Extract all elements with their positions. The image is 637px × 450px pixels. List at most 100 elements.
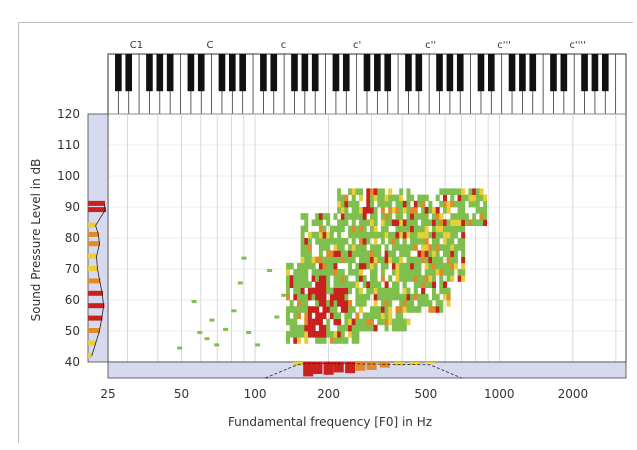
heatmap-cell	[483, 219, 488, 226]
black-key	[581, 54, 588, 92]
heatmap-cell	[432, 207, 436, 214]
heatmap-cell	[351, 244, 356, 251]
heatmap-cell	[417, 231, 422, 239]
heatmap-cell	[370, 269, 374, 276]
black-key	[456, 54, 464, 92]
heatmap-cell	[370, 250, 374, 257]
black-key	[156, 54, 164, 92]
heatmap-cell	[402, 306, 407, 313]
heatmap-cell	[311, 324, 316, 332]
heatmap-cell	[326, 262, 331, 270]
heatmap-cell	[421, 256, 426, 264]
heatmap-cell	[395, 225, 400, 233]
heatmap-cell	[307, 287, 312, 295]
black-key	[591, 54, 599, 92]
heatmap-cell	[337, 337, 342, 344]
heatmap-cell	[457, 188, 462, 195]
heatmap-cell	[355, 207, 360, 214]
heatmap-cell	[315, 293, 320, 301]
heatmap-cell	[406, 306, 411, 313]
heatmap-cell	[439, 213, 444, 220]
heatmap-cell	[355, 244, 360, 251]
heatmap-cell	[395, 275, 400, 282]
heatmap-cell	[457, 269, 462, 276]
heatmap-cell	[424, 300, 429, 307]
heatmap-cell	[359, 293, 363, 301]
heatmap-cell	[402, 318, 407, 326]
heatmap-cell	[286, 275, 290, 282]
heatmap-cell	[366, 200, 371, 208]
heatmap-cell	[479, 219, 484, 226]
heatmap-cell	[348, 306, 353, 313]
heatmap-cell	[333, 281, 338, 288]
heatmap-cell	[329, 225, 334, 233]
heatmap-cell	[355, 337, 360, 344]
heatmap-cell	[453, 250, 458, 257]
heatmap-cell	[344, 293, 349, 301]
spl-bar	[88, 328, 100, 333]
heatmap-cell	[359, 300, 363, 307]
heatmap-cell	[322, 293, 327, 301]
heatmap-cell	[421, 225, 426, 233]
heatmap-cell	[380, 293, 385, 301]
heatmap-cell	[318, 324, 323, 332]
heatmap-cell	[340, 287, 345, 295]
heatmap-cell	[300, 281, 305, 288]
heatmap-cell	[304, 324, 309, 332]
heatmap-cell	[461, 262, 466, 270]
spl-bar	[88, 200, 105, 206]
heatmap-cell	[380, 256, 385, 264]
heatmap-cell	[307, 238, 312, 245]
heatmap-cell	[322, 213, 327, 220]
heatmap-cell	[370, 194, 374, 202]
heatmap-cell	[406, 225, 411, 233]
heatmap-cell	[410, 244, 415, 251]
heatmap-cell	[461, 231, 466, 239]
heatmap-cell	[461, 269, 466, 276]
heatmap-cell	[337, 194, 342, 202]
heatmap-cell	[337, 312, 342, 319]
heatmap-cell	[370, 231, 374, 239]
heatmap-cell	[344, 200, 349, 208]
f0-distribution-panel	[107, 361, 627, 379]
heatmap-cell	[351, 213, 356, 220]
heatmap-cell	[337, 281, 342, 288]
heatmap-cell	[315, 213, 320, 220]
piano-note-label: c''	[425, 40, 436, 51]
heatmap-cells	[177, 188, 488, 350]
f0-bar	[293, 362, 304, 366]
heatmap-cell	[410, 262, 415, 270]
heatmap-cell	[464, 219, 469, 226]
heatmap-cell	[315, 256, 320, 264]
heatmap-cell	[432, 287, 436, 295]
heatmap-cell	[461, 275, 466, 282]
heatmap-cell	[424, 256, 429, 264]
heatmap-cell	[391, 281, 396, 288]
heatmap-cell	[359, 262, 363, 270]
heatmap-cell	[293, 318, 298, 326]
piano-keyboard	[107, 53, 627, 115]
heatmap-cell	[377, 318, 382, 326]
black-key	[260, 54, 267, 92]
heatmap-cell	[300, 238, 305, 245]
heatmap-cell	[384, 250, 389, 257]
heatmap-cell	[413, 244, 418, 251]
heatmap-cell	[380, 194, 385, 202]
heatmap-cell	[362, 275, 367, 282]
heatmap-cell	[322, 331, 327, 338]
y-tick-label: 120	[57, 107, 80, 121]
heatmap-cell	[402, 287, 407, 295]
heatmap-cell	[337, 188, 342, 195]
heatmap-cell	[351, 306, 356, 313]
heatmap-cell	[340, 293, 345, 301]
heatmap-cell	[337, 331, 342, 338]
scatter-cell	[191, 300, 197, 303]
heatmap-cell	[300, 306, 305, 313]
heatmap-cell	[315, 306, 320, 313]
heatmap-cell	[395, 262, 400, 270]
heatmap-cell	[439, 200, 444, 208]
heatmap-cell	[333, 250, 338, 257]
heatmap-cell	[333, 262, 338, 270]
heatmap-cell	[304, 281, 309, 288]
f0-bar	[345, 362, 356, 374]
